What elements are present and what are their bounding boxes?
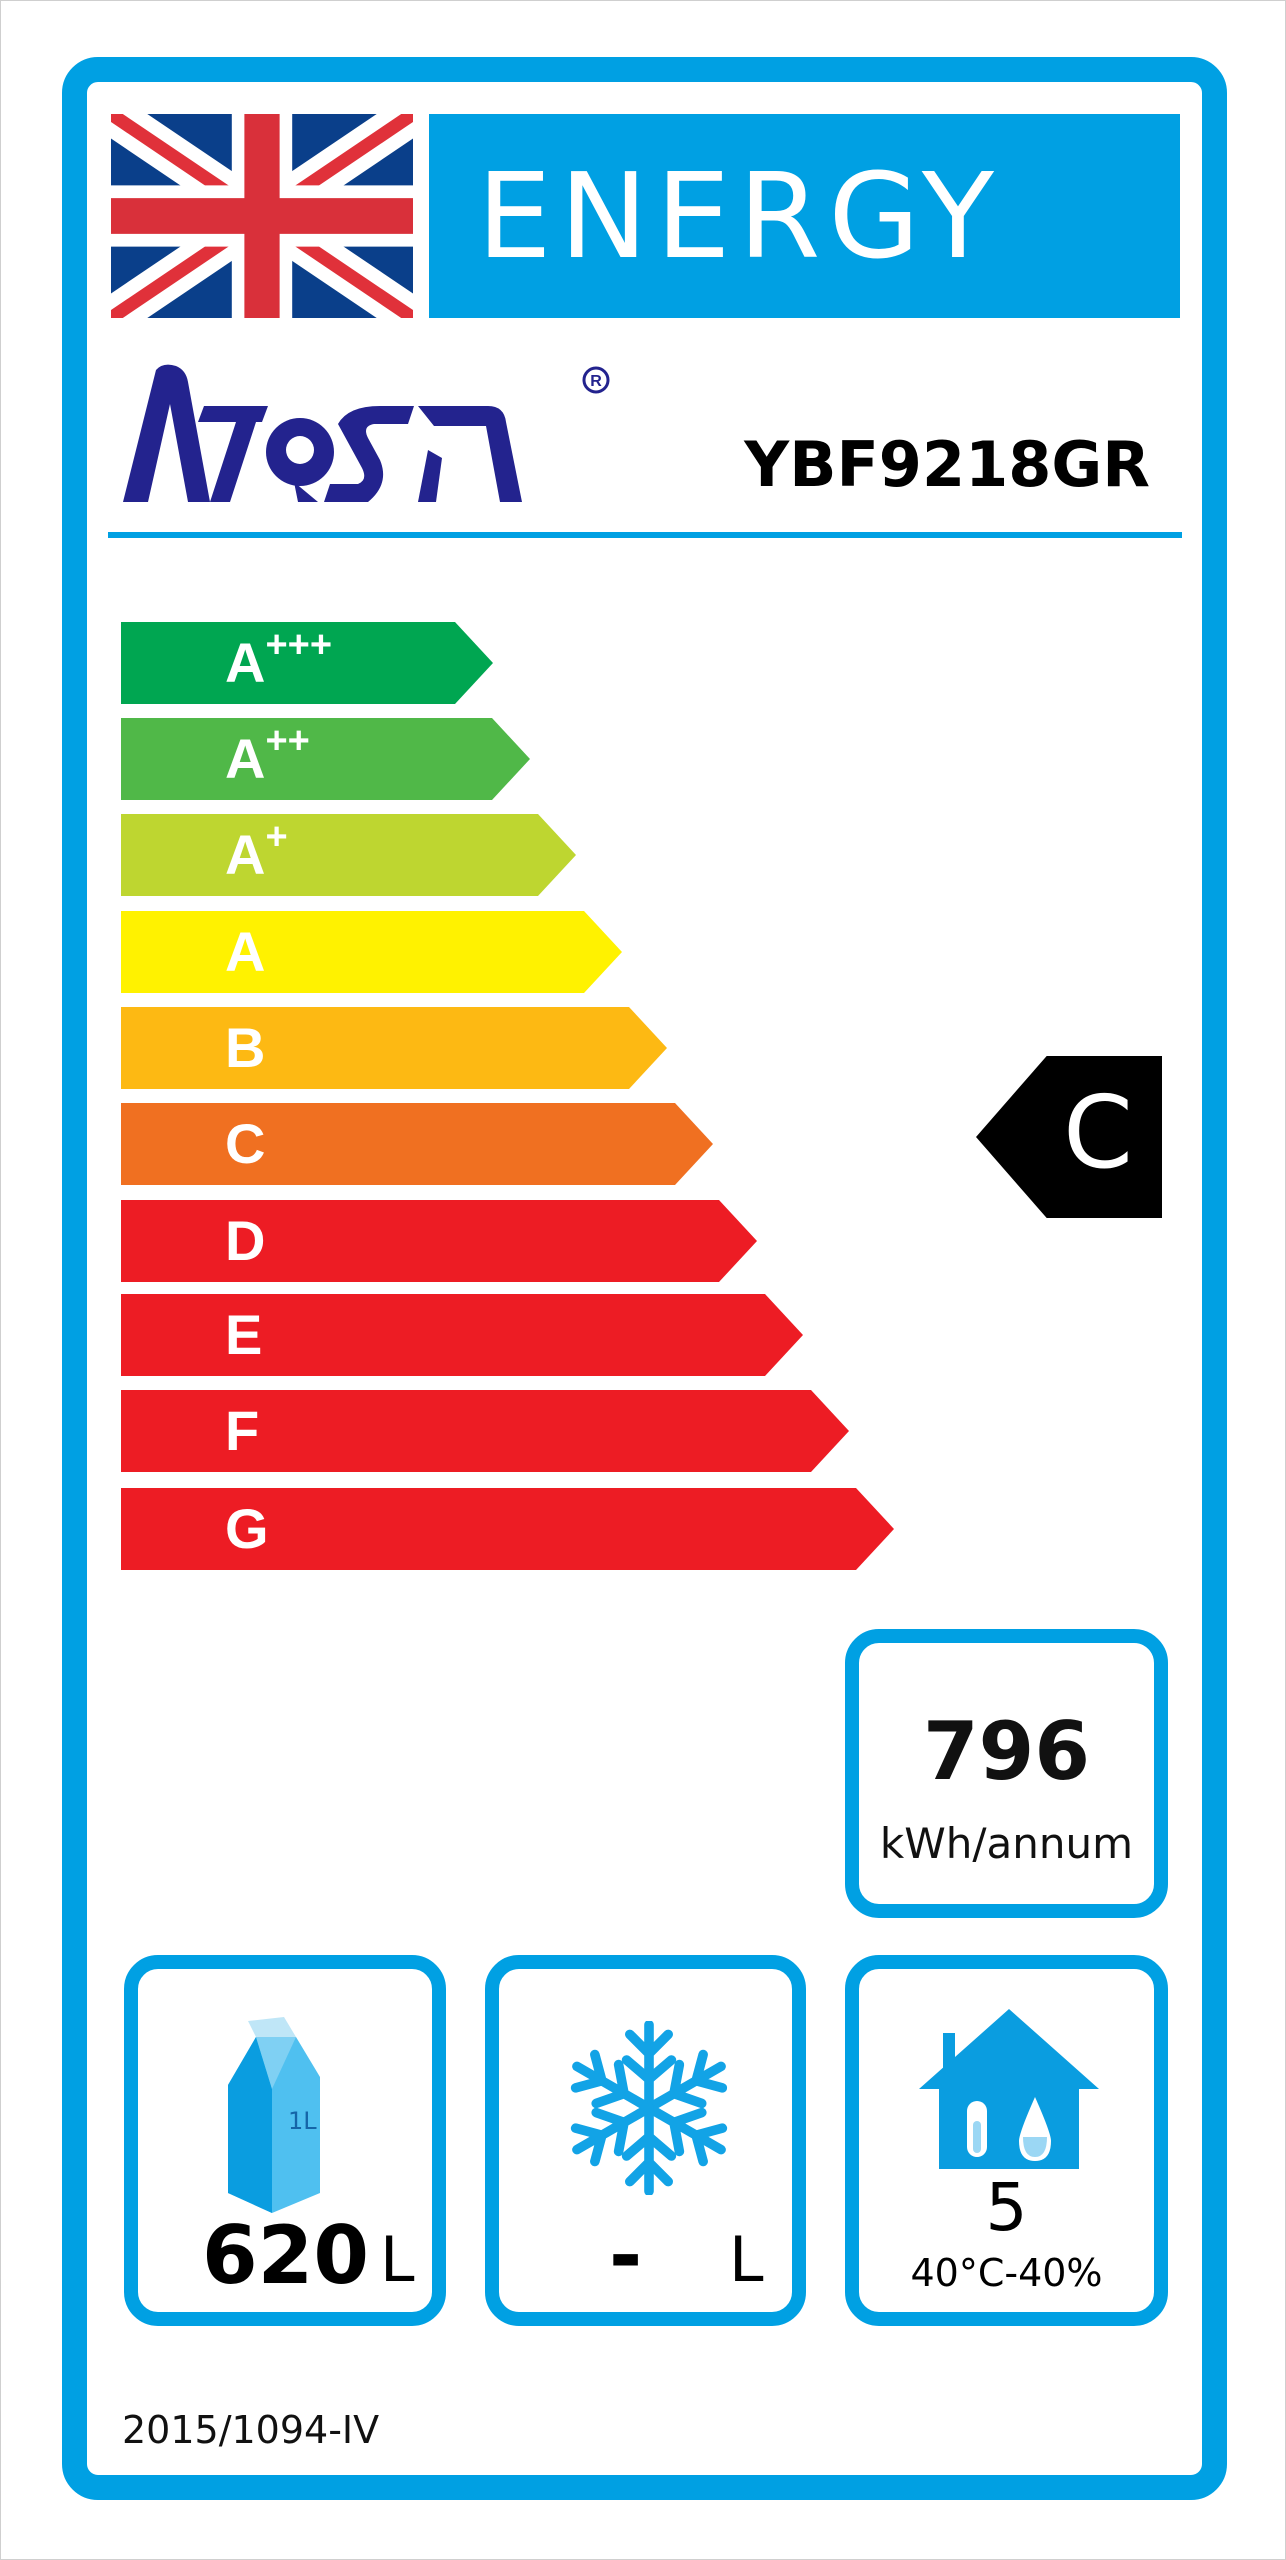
energy-class-bar: E <box>121 1294 803 1376</box>
milk-carton-icon: 1L <box>228 2017 320 2213</box>
energy-class-bar: D <box>121 1200 757 1282</box>
climate-class-box: 5 40°C-40% <box>845 1955 1168 2326</box>
energy-class-bar: G <box>121 1488 894 1570</box>
class-plus-marks: + <box>265 816 288 858</box>
energy-class-bar: B <box>121 1007 667 1089</box>
class-plus-marks: ++ <box>265 720 310 762</box>
label-frame <box>62 57 1227 2500</box>
energy-class-bar: C <box>121 1103 713 1185</box>
energy-class-label: B <box>225 1015 265 1081</box>
climate-conditions: 40°C-40% <box>910 2251 1103 2295</box>
class-letter: F <box>225 1399 260 1462</box>
class-letter: E <box>225 1303 263 1366</box>
consumption-value: 796 <box>923 1705 1090 1798</box>
svg-text:R: R <box>590 373 602 390</box>
energy-class-label: F <box>225 1398 259 1464</box>
energy-class-bar: A <box>121 911 622 993</box>
class-letter: G <box>225 1497 269 1560</box>
class-letter: C <box>225 1112 266 1175</box>
energy-class-bar: A+ <box>121 814 576 896</box>
regulation-reference: 2015/1094-IV <box>122 2408 380 2452</box>
banner-title: ENERGY <box>477 147 1003 285</box>
chilled-volume-box: 1L 620 L <box>124 1955 446 2326</box>
class-letter: A <box>225 920 266 983</box>
frozen-volume-value: - <box>609 2209 643 2302</box>
energy-class-label: C <box>225 1111 265 1177</box>
chilled-volume-unit: L <box>380 2223 415 2296</box>
class-letter: A <box>225 727 266 790</box>
class-letter: A <box>225 631 266 694</box>
class-letter: D <box>225 1209 266 1272</box>
divider <box>108 532 1182 538</box>
energy-consumption-box: 796 kWh/annum <box>845 1629 1168 1918</box>
snowflake-icon <box>569 2021 729 2195</box>
frozen-volume-unit: L <box>729 2223 764 2296</box>
class-letter: A <box>225 823 266 886</box>
union-jack-flag-icon <box>111 114 413 318</box>
house-thermometer-drop-icon <box>919 2009 1099 2169</box>
energy-class-bar: F <box>121 1390 849 1472</box>
climate-class-value: 5 <box>985 2169 1028 2246</box>
energy-class-label: D <box>225 1208 265 1274</box>
rated-class-label: C <box>1063 1074 1133 1191</box>
energy-class-label: A <box>225 919 265 985</box>
class-plus-marks: +++ <box>265 624 333 666</box>
consumption-unit: kWh/annum <box>879 1819 1134 1868</box>
energy-class-label: G <box>225 1496 269 1562</box>
class-letter: B <box>225 1016 266 1079</box>
energy-class-label: A+ <box>225 818 288 888</box>
energy-class-bar: A++ <box>121 718 530 800</box>
frozen-volume-box: - L <box>485 1955 806 2326</box>
carton-label: 1L <box>288 2107 317 2135</box>
energy-banner: ENERGY <box>429 114 1180 318</box>
model-number: YBF9218GR <box>744 428 1150 501</box>
brand-logo: R <box>123 364 610 502</box>
chilled-volume-value: 620 <box>202 2209 369 2302</box>
energy-class-label: A++ <box>225 722 310 792</box>
energy-class-label: A+++ <box>225 626 332 696</box>
energy-class-label: E <box>225 1302 262 1368</box>
energy-class-bar: A+++ <box>121 622 493 704</box>
